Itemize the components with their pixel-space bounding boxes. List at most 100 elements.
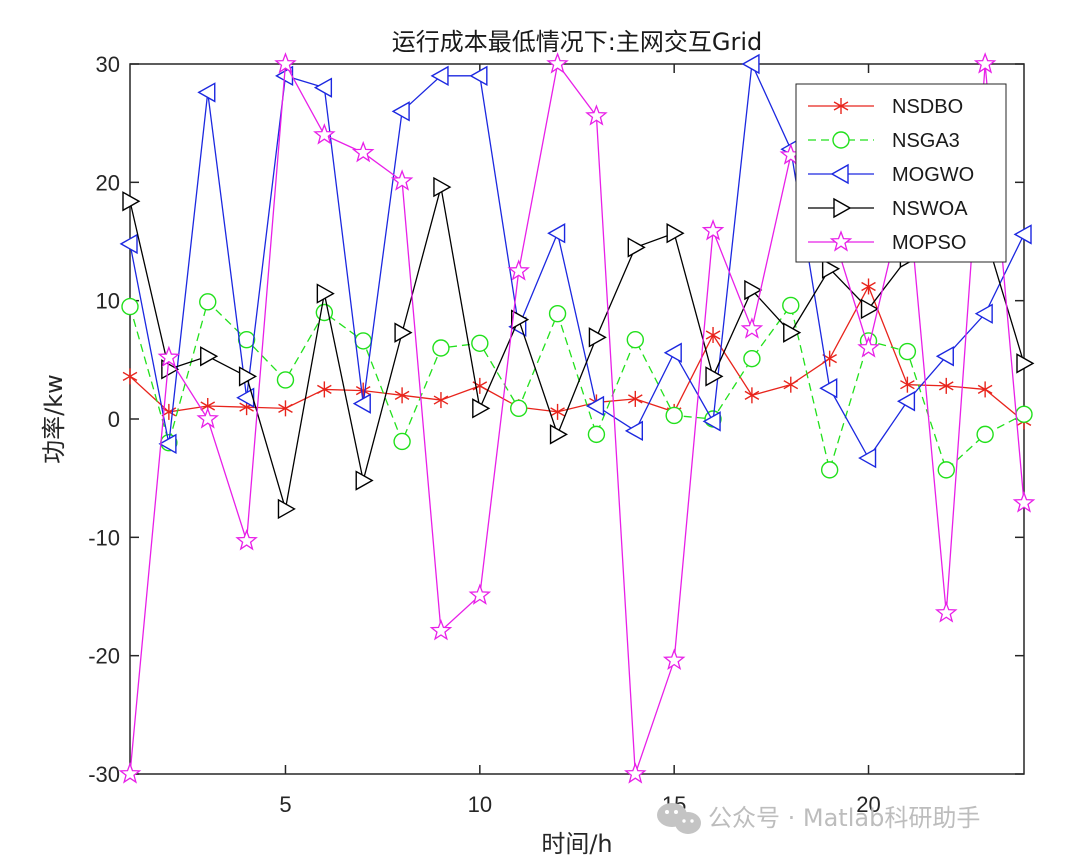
legend-label-mopso: MOPSO [892,232,966,254]
legend-label-nswoa: NSWOA [892,198,968,220]
data-point-nsdbo [861,278,876,295]
y-tick-label: -10 [88,525,120,550]
data-point-nswoa [472,398,491,419]
data-point-nswoa [666,223,685,244]
data-point-nswoa [783,322,802,343]
data-point-mogwo [158,433,177,455]
data-point-nsdbo [278,400,293,417]
legend-entry-nswoa: NSWOA [808,197,968,220]
data-point-mogwo [858,447,877,469]
watermark: 公众号 · Matlab科研助手 [657,803,980,834]
data-point-nsga3 [1015,405,1033,423]
data-point-nsga3 [820,461,839,479]
data-point-nswoa [860,298,879,320]
legend-entry-nsga3: NSGA3 [808,130,960,152]
data-point-nsdbo [627,390,643,407]
data-point-mogwo [1013,224,1032,245]
y-tick-label: -30 [88,762,120,787]
data-point-mogwo [586,395,605,417]
data-point-nsga3 [665,406,683,425]
data-point-nsdbo [394,387,410,404]
y-tick-label: 0 [108,407,120,432]
data-point-mogwo [313,77,333,98]
data-point-nsdbo [977,381,993,398]
data-point-nsga3 [548,304,567,323]
data-point-mogwo [391,101,410,122]
y-axis-label: 功率/kw [40,374,68,464]
data-point-nswoa [821,258,841,279]
legend-marker-mogwo [830,163,849,185]
data-point-nsdbo [550,403,565,420]
data-point-mopso [857,336,880,358]
data-point-mogwo [663,342,682,363]
legend-label-nsga3: NSGA3 [892,130,960,152]
data-point-nsdbo [317,381,332,398]
data-point-mopso [118,762,142,784]
watermark-text: 公众号 · Matlab科研助手 [708,804,980,832]
data-point-nsga3 [471,334,489,352]
data-point-mogwo [119,233,138,255]
x-axis-label: 时间/h [541,830,612,858]
legend-entry-mogwo: MOGWO [808,163,974,186]
data-point-nsdbo [122,368,138,385]
data-point-nsga3 [937,461,955,479]
data-point-mopso [1012,491,1036,513]
legend-entry-nsdbo: NSDBO [808,96,963,118]
data-point-mogwo [236,387,255,408]
data-point-mopso [585,104,608,126]
legend: NSDBO NSGA3 MOGWO NSWOA MOPSO [795,83,1007,263]
data-point-nswoa [627,237,646,258]
legend-marker-nsdbo [833,98,849,114]
data-point-mogwo [819,378,838,399]
data-point-mogwo [935,346,954,367]
legend-entry-mopso: MOPSO [808,230,966,254]
x-tick-label: 20 [856,792,880,817]
data-point-nsdbo [900,376,915,393]
data-point-mogwo [430,65,449,87]
series-line-nsdbo [129,284,1025,422]
data-point-mopso [701,218,725,241]
data-point-nswoa [200,346,219,367]
data-point-nsdbo [938,377,954,394]
data-point-mopso [662,648,686,670]
data-point-nsdbo [433,392,449,409]
data-point-mopso [196,407,220,429]
data-point-nsga3 [393,432,411,451]
x-tick-label: 10 [468,792,492,817]
wechat-icon [657,803,701,834]
legend-marker-nsga3 [832,131,850,149]
data-point-mogwo [469,65,488,87]
data-point-nsga3 [509,399,528,418]
data-point-mopso [507,259,530,281]
data-point-mogwo [702,411,721,432]
data-point-mogwo [197,82,216,103]
data-point-nsga3 [976,425,994,444]
data-point-nswoa [238,366,258,387]
data-point-mopso [313,123,336,145]
data-point-mopso [429,618,453,641]
data-point-mogwo [896,391,916,412]
legend-label-mogwo: MOGWO [892,164,974,186]
chart-title: 运行成本最低情况下:主网交互Grid [392,28,762,56]
data-point-mopso [740,317,764,339]
data-point-mogwo [624,420,644,442]
data-point-nsga3 [199,293,217,311]
data-point-nswoa [588,327,607,348]
data-point-mopso [468,583,492,605]
data-point-nswoa [355,470,374,491]
data-point-nswoa [122,191,141,212]
data-point-nswoa [394,322,413,343]
data-point-mopso [274,52,297,74]
data-point-nswoa [277,498,296,520]
data-point-nsdbo [783,376,799,393]
data-point-mopso [624,762,647,784]
data-point-mopso [973,52,997,74]
legend-label-nsdbo: NSDBO [892,96,963,118]
data-point-nsga3 [898,342,917,361]
data-point-mopso [235,529,258,551]
data-point-nsdbo [355,382,371,399]
x-tick-label: 5 [279,792,291,817]
data-point-nswoa [1016,353,1035,374]
data-point-nsga3 [276,371,295,389]
